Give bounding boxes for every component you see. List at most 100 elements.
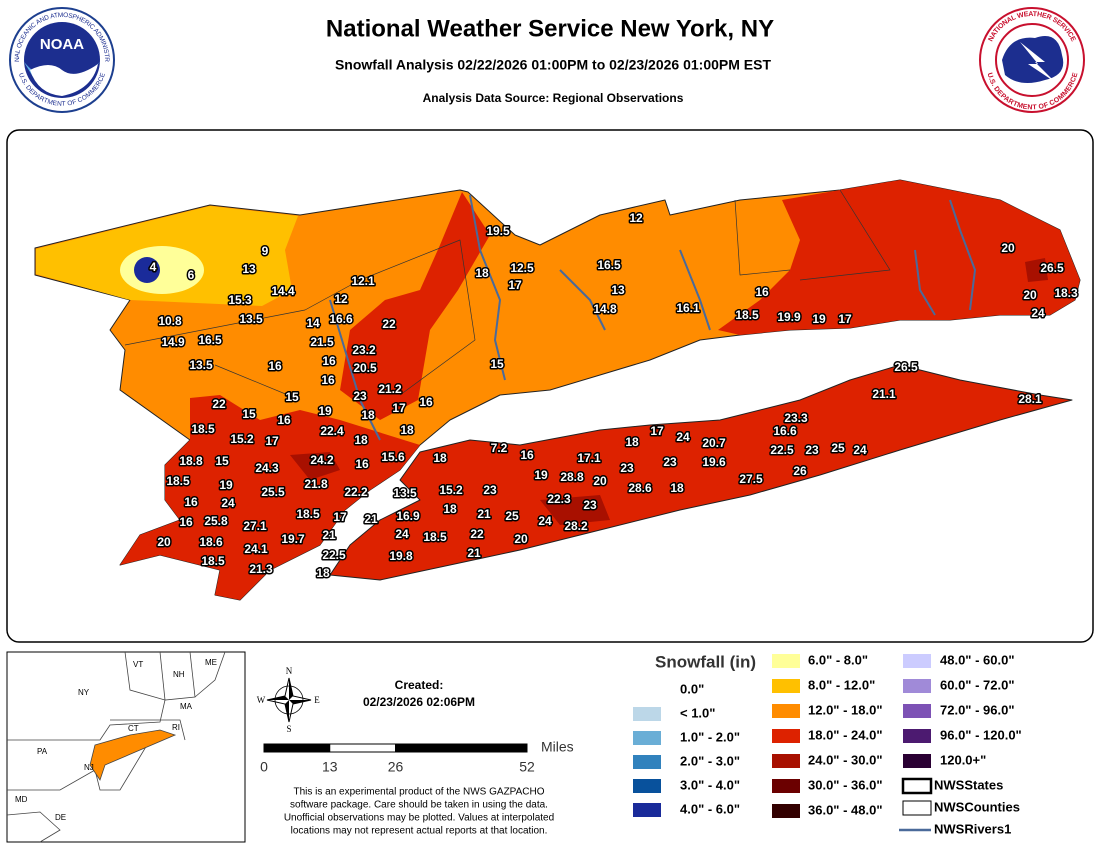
legend-label: 24.0" - 30.0" (808, 752, 882, 767)
snowfall-observation: 21 (477, 507, 491, 521)
legend-label: 3.0" - 4.0" (680, 777, 740, 792)
snowfall-observation: 22 (212, 397, 226, 411)
snowfall-observation: 26.5 (894, 360, 918, 374)
scale-units: Miles (541, 739, 574, 755)
snowfall-observation: 24 (676, 430, 690, 444)
snowfall-observation: 18 (400, 423, 414, 437)
snowfall-observation: 23.3 (784, 411, 808, 425)
inset-state-label: MD (15, 795, 28, 804)
disclaimer: This is an experimental product of the N… (284, 787, 554, 837)
snowfall-observation: 28.6 (628, 481, 652, 495)
snowfall-observation: 23 (805, 443, 819, 457)
snowfall-observation: 16.9 (396, 509, 420, 523)
scale-bar: 0 13 26 52 (260, 743, 535, 775)
snowfall-observation: 23 (483, 483, 497, 497)
snowfall-observation: 12.5 (510, 261, 534, 275)
snowfall-observation: 22 (470, 527, 484, 541)
snowfall-observation: 23 (663, 455, 677, 469)
snowfall-observation: 20.7 (702, 436, 726, 450)
legend-swatch (772, 729, 800, 743)
snowfall-observation: 10.8 (158, 314, 182, 328)
legend-label: 4.0" - 6.0" (680, 801, 740, 816)
long-island (329, 364, 1073, 581)
snowfall-observation: 6 (188, 268, 195, 282)
nws-logo: NATIONAL WEATHER SERVICE U.S. DEPARTMENT… (979, 7, 1085, 113)
scale-tick-label: 26 (388, 759, 404, 775)
snowfall-observation: 21 (467, 546, 481, 560)
legend-swatch (633, 803, 661, 817)
legend-swatch (633, 707, 661, 721)
snowfall-observation: 18 (625, 435, 639, 449)
legend-label: 2.0" - 3.0" (680, 753, 740, 768)
inset-state-label: CT (128, 724, 139, 733)
legend-label: 12.0" - 18.0" (808, 702, 882, 717)
snowfall-observation: 16 (184, 495, 198, 509)
snowfall-observation: 21 (322, 528, 336, 542)
snowfall-observation: 18.5 (191, 422, 215, 436)
scale-segment (329, 743, 396, 753)
snowfall-observation: 18 (670, 481, 684, 495)
snowfall-observation: 24 (221, 496, 235, 510)
snowfall-observation: 24 (1031, 306, 1045, 320)
snowfall-observation: 15.2 (439, 483, 463, 497)
legend-swatch (772, 754, 800, 768)
snowfall-observation: 19 (219, 478, 233, 492)
snowfall-observation: 20.5 (353, 361, 377, 375)
snowfall-observation: 24 (853, 443, 867, 457)
disclaimer-line: This is an experimental product of the N… (293, 787, 544, 798)
snowfall-observation: 27.5 (739, 472, 763, 486)
region-light-yellow (120, 246, 204, 294)
snowfall-observation: 17 (333, 510, 347, 524)
snowfall-observation: 21.1 (872, 387, 896, 401)
inset-state-label: NJ (84, 763, 94, 772)
scale-segment (395, 743, 528, 753)
snowfall-observation: 17 (838, 312, 852, 326)
snowfall-observation: 4 (150, 260, 157, 274)
snowfall-observation: 26 (793, 464, 807, 478)
legend-label: 30.0" - 36.0" (808, 777, 882, 792)
snowfall-observation: 22.5 (322, 548, 346, 562)
compass: N S E W (257, 666, 321, 734)
snowfall-observation: 23 (353, 389, 367, 403)
snowfall-observation: 26.5 (1040, 261, 1064, 275)
rivers (329, 194, 976, 441)
snowfall-observation: 16 (277, 413, 291, 427)
legend-label: 96.0" - 120.0" (940, 727, 1022, 742)
legend-swatch (903, 754, 931, 768)
subtitle: Snowfall Analysis 02/22/2026 01:00PM to … (335, 57, 771, 73)
snowfall-observation: 22.3 (547, 492, 571, 506)
snowfall-observation: 13.5 (239, 312, 263, 326)
snowfall-observation: 21 (364, 512, 378, 526)
snowfall-observation: 18 (316, 566, 330, 580)
legend-label: 18.0" - 24.0" (808, 727, 882, 742)
snowfall-observation: 20 (1001, 241, 1015, 255)
region-red-east (718, 180, 1080, 335)
legend-label: 6.0" - 8.0" (808, 652, 868, 667)
snowfall-observation: 22.2 (344, 485, 368, 499)
snowfall-observation: 12 (334, 292, 348, 306)
snowfall-observation: 17 (392, 401, 406, 415)
inset-state-label: MA (180, 702, 193, 711)
snowfall-observation: 12.1 (351, 274, 375, 288)
snowfall-observation: 21.3 (249, 562, 273, 576)
snowfall-observation: 19 (318, 404, 332, 418)
legend-label: 0.0" (680, 681, 704, 696)
snowfall-observation: 18.5 (423, 530, 447, 544)
snowfall-observation: 15.2 (230, 432, 254, 446)
snowfall-observation: 22 (382, 317, 396, 331)
snowfall-observation: 9 (262, 244, 269, 258)
snowfall-observation: 16 (268, 359, 282, 373)
region-red-mid (340, 192, 490, 420)
snowfall-observation: 18 (354, 433, 368, 447)
snowfall-observation: 16.1 (676, 301, 700, 315)
legend-swatch (772, 779, 800, 793)
snowfall-observation: 16 (419, 395, 433, 409)
legend-swatch (633, 779, 661, 793)
snowfall-observation: 18.5 (166, 474, 190, 488)
snowfall-observation: 19.5 (486, 224, 510, 238)
inset-state-label: NH (173, 670, 185, 679)
snowfall-observation: 15 (215, 454, 229, 468)
inset-state-label: ME (205, 658, 217, 667)
